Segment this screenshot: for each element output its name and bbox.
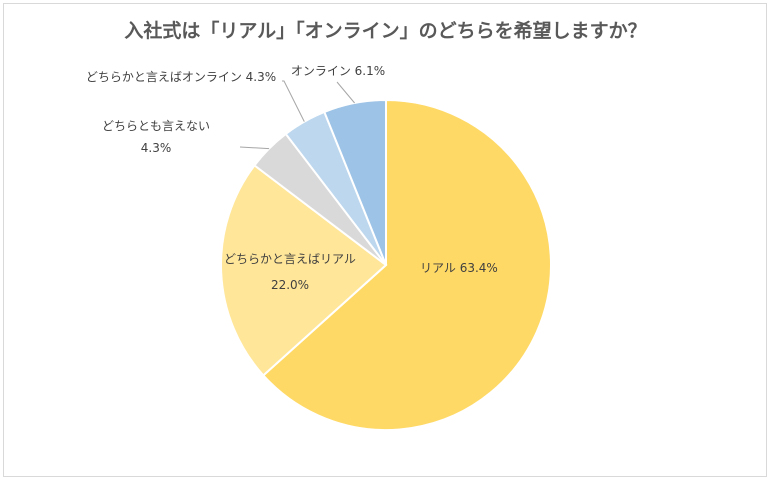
leader-line-neither [239,146,270,150]
slice-real [261,98,552,431]
slice-rather-real [220,163,388,377]
leader-line-online [336,81,355,104]
slice-label-real: リアル 63.4% [420,261,498,275]
leader-line-rather-online [282,80,305,122]
slice-online [323,98,387,266]
slice-label-online: オンライン 6.1% [291,64,385,78]
slice-label-neither-name: どちらとも言えない [102,119,210,133]
chart-title: 入社式は「リアル」「オンライン」のどちらを希望しますか？ [124,20,647,42]
slice-label-neither-value: 4.3% [141,141,172,155]
slice-label-rather-real-value: 22.0% [271,278,309,292]
slice-label-rather-online: どちらかと言えばオンライン 4.3% [86,70,276,84]
slice-label-rather-real-name: どちらかと言えばリアル [224,252,356,266]
